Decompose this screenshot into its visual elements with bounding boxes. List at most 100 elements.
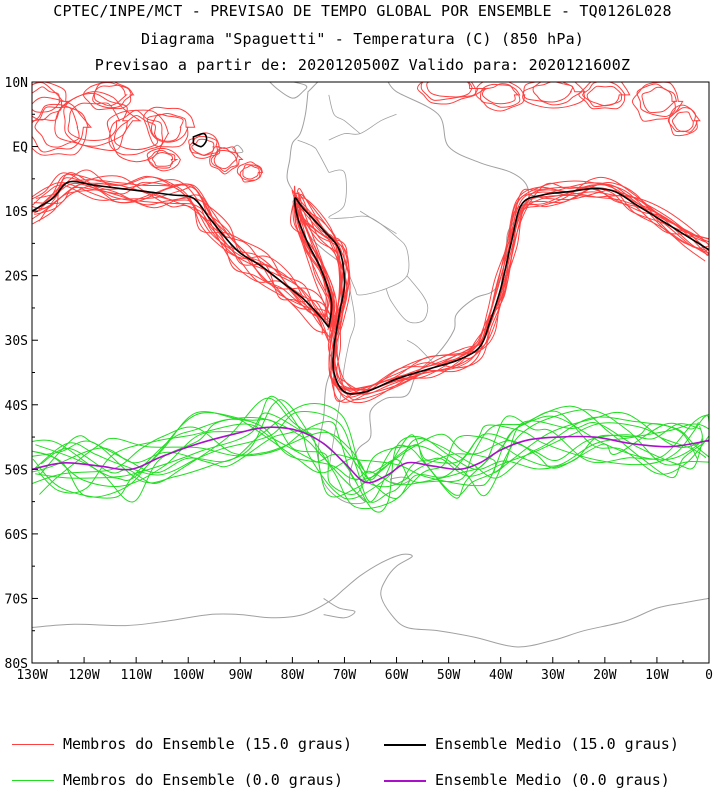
lon-tick-label: 10W xyxy=(645,668,669,683)
member-contour-15-atlantic xyxy=(293,176,709,394)
member-contour-0 xyxy=(32,395,709,500)
lon-tick-label: 130W xyxy=(16,668,47,683)
member-contour-15-blob xyxy=(417,82,487,105)
member-contour-15-pacific xyxy=(32,175,331,339)
ensemble-mean-layer xyxy=(32,132,709,484)
country-border xyxy=(328,169,350,219)
legend-label-member-15: Membros do Ensemble (15.0 graus) xyxy=(63,735,353,753)
member-contour-15-blob xyxy=(54,91,142,152)
member-contour-0 xyxy=(32,415,703,485)
ensemble-mean-15-pacific xyxy=(32,180,330,328)
legend-item-mean-0: Ensemble Medio (0.0 graus) xyxy=(384,771,670,789)
member-contour-15-blob xyxy=(532,82,574,103)
lon-tick-label: 90W xyxy=(229,668,253,683)
lat-tick-label: 10N xyxy=(5,76,28,91)
lon-tick-label: 20W xyxy=(593,668,617,683)
ensemble-mean-0 xyxy=(32,426,709,484)
country-border xyxy=(359,210,397,235)
header-title-line3: Previsao a partir de: 2020120500Z Valido… xyxy=(94,56,631,74)
lat-tick-label: 50S xyxy=(5,463,28,478)
member-contour-15-blob xyxy=(631,82,684,122)
member-contour-15-pacific xyxy=(34,176,330,343)
member-contour-15-blob xyxy=(582,82,627,108)
lat-tick-label: 30S xyxy=(5,334,28,349)
legend-label-mean-0: Ensemble Medio (0.0 graus) xyxy=(435,771,670,789)
member-contour-15-blob xyxy=(636,83,678,118)
coastline-caribbean xyxy=(313,82,315,83)
member-contour-0 xyxy=(32,411,709,498)
member-contour-0 xyxy=(35,405,704,499)
header-title-line2: Diagrama "Spaguetti" - Temperatura (C) (… xyxy=(140,30,585,48)
lat-tick-label: 40S xyxy=(5,399,28,414)
member-contour-0 xyxy=(32,399,709,510)
country-border xyxy=(344,215,410,296)
member-contour-0 xyxy=(34,411,701,503)
lon-tick-label: 70W xyxy=(333,668,357,683)
lat-tick-label: 70S xyxy=(5,592,28,607)
lon-tick-label: 30W xyxy=(541,668,565,683)
lat-tick-label: 60S xyxy=(5,528,28,543)
legend-label-member-0: Membros do Ensemble (0.0 graus) xyxy=(63,771,343,789)
member-contour-15-pacific xyxy=(32,182,337,328)
member-contour-15-atlantic xyxy=(294,182,706,391)
lon-tick-label: 60W xyxy=(385,668,409,683)
member-contour-15-blob xyxy=(479,83,521,108)
lat-tick-label: EQ xyxy=(12,141,28,156)
member-contour-15-blob xyxy=(34,106,80,148)
coastline-alexander-island xyxy=(323,597,356,619)
member-contour-15-blob xyxy=(671,111,694,133)
member-contour-15-blob xyxy=(67,102,121,142)
member-contour-15-blob xyxy=(146,147,181,172)
member-contour-15-blob xyxy=(32,86,62,113)
member-contour-15-blob xyxy=(668,104,701,137)
lon-tick-label: 0 xyxy=(705,668,713,683)
member-contour-15-blob xyxy=(236,161,264,183)
legend-swatch-mean-0 xyxy=(384,779,426,782)
member-contour-0 xyxy=(38,410,709,494)
legend-label-mean-15: Ensemble Medio (15.0 graus) xyxy=(435,735,679,753)
lon-tick-label: 80W xyxy=(281,668,305,683)
member-contour-15-pacific xyxy=(33,181,327,323)
coastline-central-america xyxy=(188,82,308,99)
lon-tick-label: 40W xyxy=(489,668,513,683)
member-contour-15-pacific xyxy=(32,179,332,332)
member-contour-15-atlantic xyxy=(300,189,709,396)
member-contour-15-blob xyxy=(32,96,92,156)
member-contour-15-blob xyxy=(210,147,239,173)
lon-tick-label: 100W xyxy=(173,668,204,683)
member-contour-15-blob xyxy=(191,138,215,156)
member-contour-15-blob xyxy=(146,112,189,143)
member-contour-15-blob xyxy=(475,82,526,112)
lat-tick-label: 20S xyxy=(5,270,28,285)
lat-tick-label: 80S xyxy=(5,657,28,672)
member-contour-15-blob xyxy=(426,82,473,98)
member-contour-15-blob xyxy=(92,82,134,109)
member-contour-0 xyxy=(39,402,699,488)
country-border xyxy=(297,139,330,173)
country-border xyxy=(328,94,361,134)
plot-frame xyxy=(31,81,710,664)
member-contour-15-pacific xyxy=(32,172,336,318)
coastline-layer xyxy=(32,82,709,648)
header-title-line1: CPTEC/INPE/MCT - PREVISAO DE TEMPO GLOBA… xyxy=(53,2,672,20)
member-contour-0 xyxy=(32,415,709,500)
member-contour-15-blob xyxy=(150,113,184,142)
member-contour-15-blob xyxy=(209,146,244,175)
member-contour-0 xyxy=(39,413,709,495)
lon-tick-label: 110W xyxy=(120,668,151,683)
lon-tick-label: 50W xyxy=(437,668,461,683)
legend-item-mean-15: Ensemble Medio (15.0 graus) xyxy=(384,735,679,753)
member-contour-15-blob xyxy=(151,151,174,167)
member-contour-15-blob xyxy=(63,92,129,147)
ensemble-mean-15-loop xyxy=(192,132,208,148)
legend-item-member-0: Membros do Ensemble (0.0 graus) xyxy=(12,771,343,789)
legend-item-member-15: Membros do Ensemble (15.0 graus) xyxy=(12,735,352,753)
member-contour-15-pacific xyxy=(32,173,334,327)
member-contour-15-blob xyxy=(143,106,196,148)
coastline-antarctica xyxy=(32,553,709,648)
member-contour-15-blob xyxy=(578,82,631,110)
legend-swatch-member-0 xyxy=(12,780,54,781)
member-contour-15-atlantic xyxy=(291,184,708,395)
legend-swatch-member-15 xyxy=(12,744,54,745)
